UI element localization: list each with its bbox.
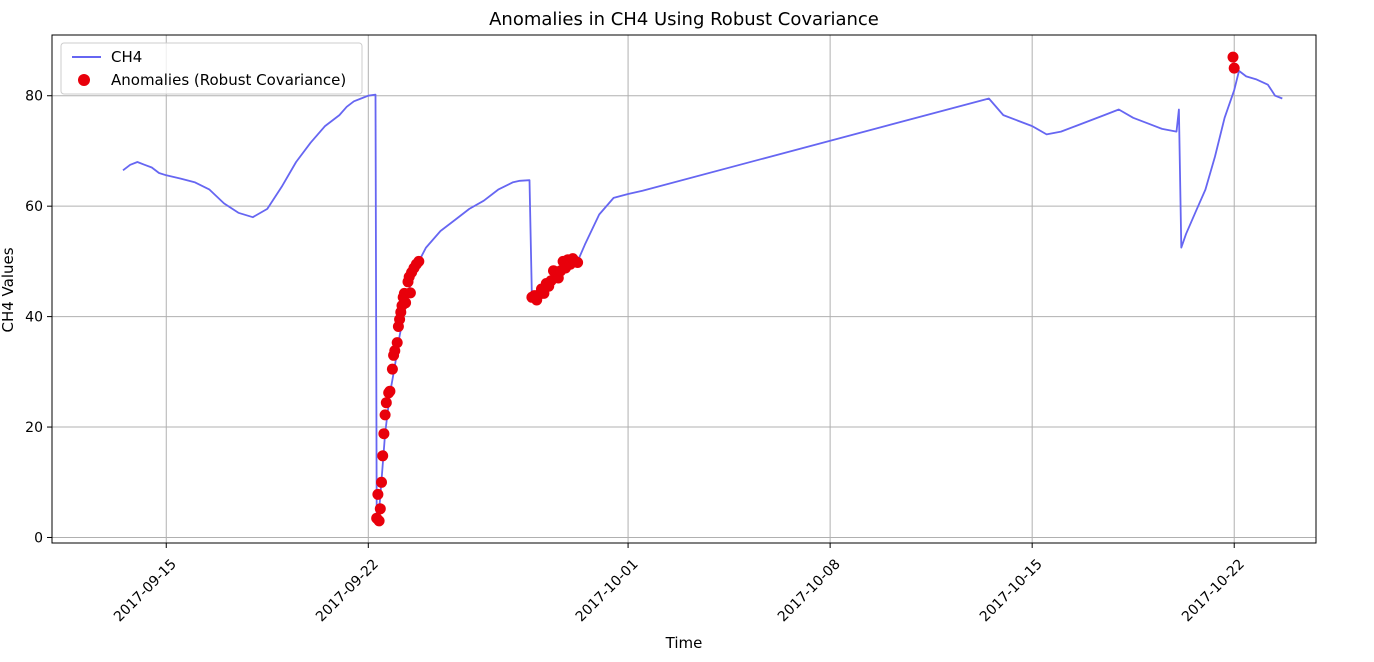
- anomaly-point: [372, 488, 384, 500]
- x-axis-label: Time: [665, 634, 703, 652]
- x-tick-label: 2017-10-08: [775, 556, 844, 625]
- plot-frame: [51, 34, 1317, 544]
- x-axis-ticks: 2017-09-15 2017-09-22 2017-10-01 2017-10-08…: [111, 543, 1248, 625]
- y-axis-ticks: 0 20 40 60 80: [25, 89, 52, 546]
- chart-title: Anomalies in CH4 Using Robust Covariance: [489, 9, 879, 30]
- anomaly-point: [1228, 62, 1240, 74]
- x-tick-label: 2017-09-22: [313, 556, 382, 625]
- anomaly-point: [376, 476, 387, 488]
- x-tick-label: 2017-09-15: [111, 556, 180, 625]
- legend-box: [60, 42, 363, 95]
- ch4-series-line: [122, 70, 1283, 525]
- anomaly-point: [572, 257, 584, 268]
- anomaly-point: [379, 409, 391, 421]
- anomaly-point: [386, 363, 398, 375]
- ch4-line-layer: [122, 70, 1283, 525]
- anomaly-point: [400, 297, 412, 309]
- anomaly-point: [1227, 51, 1239, 63]
- legend: CH4 Anomalies (Robust Covariance): [60, 42, 363, 95]
- x-tick-label: 2017-10-01: [573, 556, 642, 625]
- y-tick-label: 60: [25, 199, 43, 215]
- x-tick-label: 2017-10-15: [977, 556, 1046, 625]
- anomaly-point: [413, 255, 425, 267]
- y-axis-label: CH4 Values: [0, 247, 17, 332]
- anomaly-point: [374, 503, 386, 515]
- anomaly-point: [404, 287, 416, 299]
- legend-anomaly-swatch: [78, 74, 90, 86]
- anomaly-point: [377, 450, 389, 462]
- y-tick-label: 0: [34, 530, 43, 546]
- anomaly-points-layer: [371, 51, 1240, 527]
- anomaly-point: [380, 397, 392, 409]
- anomaly-point: [378, 428, 390, 440]
- legend-anomaly-label: Anomalies (Robust Covariance): [111, 71, 346, 89]
- anomaly-point: [384, 385, 396, 397]
- legend-ch4-label: CH4: [111, 48, 142, 66]
- x-tick-label: 2017-10-22: [1179, 556, 1248, 625]
- y-tick-label: 20: [25, 420, 43, 436]
- y-tick-label: 40: [25, 310, 43, 326]
- grid-lines: [52, 35, 1316, 543]
- anomaly-point: [391, 337, 403, 349]
- anomaly-point: [373, 515, 385, 527]
- y-tick-label: 80: [25, 89, 43, 105]
